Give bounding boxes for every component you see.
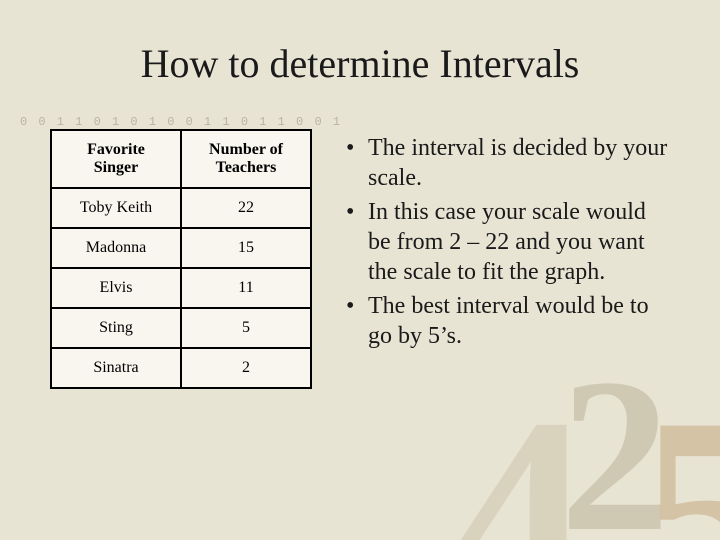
table-row: Madonna 15: [51, 228, 311, 268]
table-header-row: Favorite Singer Number of Teachers: [51, 130, 311, 188]
cell-count: 2: [181, 348, 311, 388]
table-header-singer: Favorite Singer: [51, 130, 181, 188]
table-row: Sting 5: [51, 308, 311, 348]
cell-singer: Sting: [51, 308, 181, 348]
cell-singer: Madonna: [51, 228, 181, 268]
cell-count: 5: [181, 308, 311, 348]
cell-count: 15: [181, 228, 311, 268]
table-header-count: Number of Teachers: [181, 130, 311, 188]
bullet-item: The best interval would be to go by 5’s.: [346, 291, 670, 351]
cell-singer: Elvis: [51, 268, 181, 308]
data-table: Favorite Singer Number of Teachers Toby …: [50, 129, 312, 389]
slide-content: Favorite Singer Number of Teachers Toby …: [40, 129, 680, 389]
table-row: Toby Keith 22: [51, 188, 311, 228]
table-row: Sinatra 2: [51, 348, 311, 388]
cell-count: 22: [181, 188, 311, 228]
cell-singer: Toby Keith: [51, 188, 181, 228]
bullet-item: In this case your scale would be from 2 …: [346, 197, 670, 287]
table-row: Elvis 11: [51, 268, 311, 308]
cell-singer: Sinatra: [51, 348, 181, 388]
cell-count: 11: [181, 268, 311, 308]
data-table-wrap: Favorite Singer Number of Teachers Toby …: [50, 129, 312, 389]
slide: How to determine Intervals Favorite Sing…: [0, 0, 720, 540]
bullet-item: The interval is decided by your scale.: [346, 133, 670, 193]
bullet-list: The interval is decided by your scale. I…: [346, 129, 670, 355]
slide-title: How to determine Intervals: [40, 40, 680, 87]
